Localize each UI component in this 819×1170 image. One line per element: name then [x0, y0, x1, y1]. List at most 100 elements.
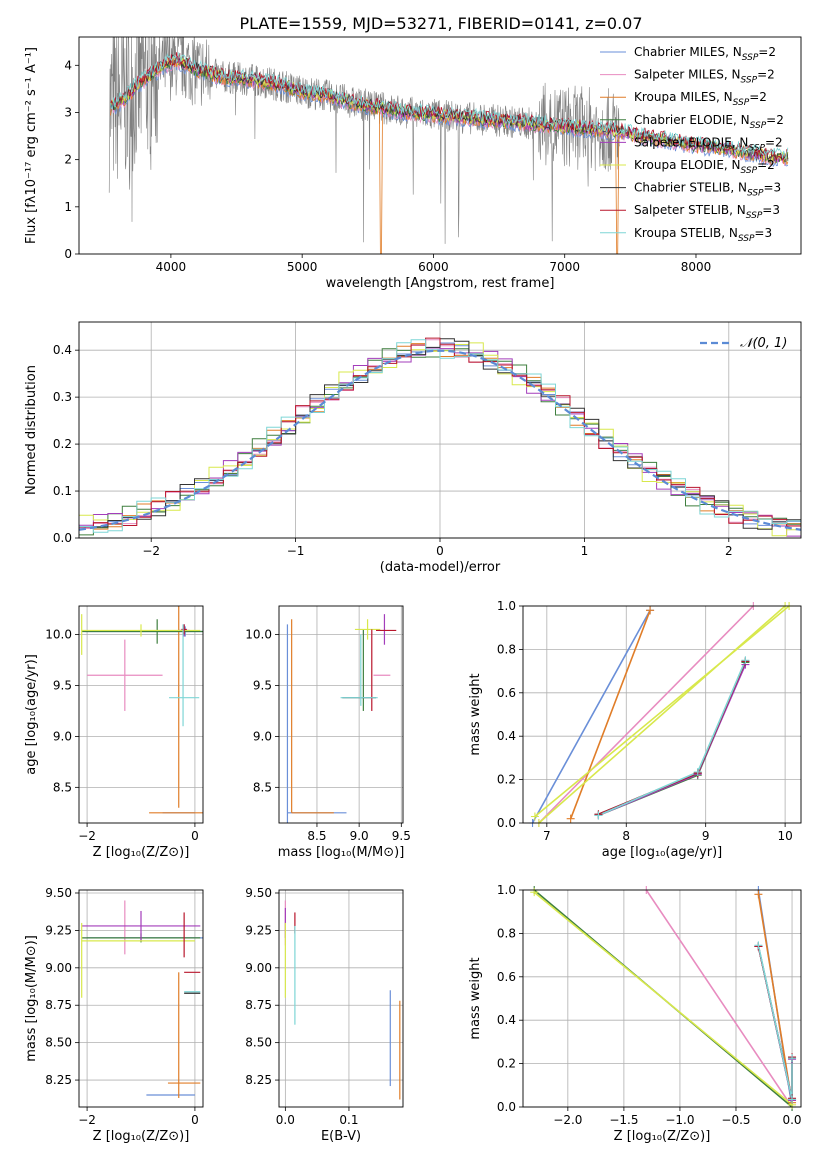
histogram-legend: 𝒩(0, 1): [700, 336, 787, 351]
y-tick-label: 0.4: [497, 729, 516, 743]
x-tick-label: 7: [543, 829, 551, 843]
x-axis-label: E(B-V): [321, 1129, 361, 1144]
legend-text: Chabrier MILES, N: [634, 45, 742, 59]
x-axis-label: age [log₁₀(age/yr)]: [602, 845, 723, 860]
y-tick-label: 3: [64, 105, 72, 119]
y-tick-label: 4: [64, 58, 72, 72]
massweight-vs-Z-axes: −2.0 −1.5 −1.0 −0.5 0.0 0.0 0.2 0.4 0.6 0.8 1.0 Z […: [468, 883, 802, 1144]
x-tick-label: 0.1: [339, 1113, 358, 1127]
mass-vs-EBV-axes: 0.0 0.1 8.25 8.50 8.75 9.00 9.25 9.50 E(B-V): [245, 886, 404, 1144]
y-tick-label: 0.4: [497, 1013, 516, 1027]
x-tick-label: −2: [142, 544, 160, 558]
mass-weight-line: [534, 606, 790, 818]
y-tick-label: 0.4: [53, 343, 72, 357]
mass-weight-line: [538, 606, 786, 823]
y-tick-label: 8.75: [245, 998, 272, 1012]
x-axis-label: wavelength [Angstrom, rest frame]: [326, 276, 555, 291]
figure-title: PLATE=1559, MJD=53271, FIBERID=0141, z=0…: [239, 14, 642, 33]
x-axis-label: (data-model)/error: [380, 560, 501, 575]
plus-marker: [594, 811, 603, 820]
x-tick-label: 0: [191, 1113, 199, 1127]
mass-weight-line: [598, 660, 747, 816]
legend-text: =2: [765, 135, 783, 149]
x-tick-label: 8: [622, 829, 630, 843]
legend-text: =3: [764, 181, 782, 195]
y-tick-label: 9.50: [245, 886, 272, 900]
legend-subscript: SSP: [742, 53, 759, 63]
histogram-step: [79, 347, 801, 537]
plus-marker: [788, 1054, 797, 1063]
x-tick-label: 8000: [681, 260, 712, 274]
y-tick-label: 8.25: [245, 1073, 272, 1087]
y-axis-label: mass weight: [468, 957, 483, 1039]
x-tick-label: 0.0: [276, 1113, 295, 1127]
legend-text: Kroupa MILES, N: [634, 90, 733, 104]
age-vs-mass-plot-area: [286, 614, 397, 823]
y-tick-label: 8.5: [253, 780, 272, 794]
age-vs-mass-axes: 8.5 9.0 9.5 8.5 9.0 9.5 10.0 mass [log₁₀(M/M⊙)]: [245, 605, 411, 860]
legend-text: Salpeter STELIB, N: [634, 203, 746, 217]
legend-subscript: SSP: [741, 76, 758, 86]
massweight-vs-Z-frame: [522, 889, 802, 1108]
error-bar-point: [81, 619, 203, 644]
x-tick-label: −2.0: [553, 1113, 582, 1127]
y-tick-label: 10.0: [245, 628, 272, 642]
y-tick-label: 9.25: [45, 923, 72, 937]
x-tick-label: 8.5: [307, 829, 326, 843]
y-tick-label: 1.0: [497, 599, 516, 613]
x-tick-label: −0.5: [721, 1113, 750, 1127]
error-bar-point: [87, 639, 163, 711]
x-tick-label: −1: [287, 544, 305, 558]
mass-weight-line: [757, 945, 793, 1100]
legend-entry: Salpeter ELODIE, NSSP=2: [634, 135, 783, 153]
massweight-vs-age-axes: 7 8 9 10 0.0 0.2 0.4 0.6 0.8 1.0 age [log₁₀(age/yr…: [468, 599, 802, 860]
x-axis-label: Z [log₁₀(Z/Z⊙)]: [93, 1129, 190, 1144]
x-tick-label: −2: [78, 829, 96, 843]
y-tick-label: 0.6: [497, 970, 516, 984]
mass-weight-line: [598, 659, 747, 817]
y-tick-label: 0.0: [497, 1100, 516, 1114]
plus-marker: [530, 888, 539, 897]
error-bar-point: [81, 624, 201, 637]
y-tick-label: 10.0: [45, 628, 72, 642]
mass-weight-line: [598, 660, 747, 816]
mass-vs-EBV-frame: [278, 889, 404, 1108]
massweight-vs-age-frame: [522, 605, 802, 824]
x-tick-label: 6000: [418, 260, 449, 274]
legend-text: =3: [754, 226, 772, 240]
mass-weight-line: [569, 610, 651, 819]
legend-text: Kroupa STELIB, N: [634, 226, 738, 240]
legend-entry: 𝒩(0, 1): [740, 336, 787, 351]
legend-entry: Salpeter MILES, NSSP=2: [634, 68, 775, 86]
mass-vs-EBV-plot-area: [284, 900, 401, 1100]
y-tick-label: 0.2: [53, 437, 72, 451]
y-axis-label: age [log₁₀(age/yr)]: [24, 654, 39, 775]
age-vs-Z-frame: [78, 605, 204, 824]
y-tick-label: 8.50: [45, 1036, 72, 1050]
y-tick-label: 1: [64, 200, 72, 214]
mass-weight-line: [598, 662, 747, 817]
x-axis-label: Z [log₁₀(Z/Z⊙)]: [614, 1129, 711, 1144]
legend-text: =2: [757, 158, 775, 172]
legend-text: Chabrier STELIB, N: [634, 181, 747, 195]
mass-vs-Z-plot-area: [81, 900, 203, 1099]
legend-subscript: SSP: [747, 189, 764, 199]
legend-entry: Kroupa STELIB, NSSP=3: [634, 226, 772, 244]
legend-subscript: SSP: [748, 143, 765, 153]
legend-text: Kroupa ELODIE, N: [634, 158, 741, 172]
model-spectrum-line: [110, 57, 789, 254]
model-spectrum-line: [110, 51, 789, 160]
x-tick-label: 10: [777, 829, 792, 843]
y-tick-label: 0.6: [497, 686, 516, 700]
spectrum-frame: [78, 36, 802, 255]
mass-vs-Z-frame: [78, 889, 204, 1108]
spectrum-plot-area: [108, 37, 789, 254]
mass-weight-line: [757, 894, 793, 1103]
massweight-vs-Z-plot-area: [533, 890, 793, 1107]
y-axis-label: Normed distribution: [24, 365, 39, 495]
x-tick-label: 4000: [156, 260, 187, 274]
age-vs-Z-plot-area: [81, 606, 203, 814]
x-tick-label: −1.5: [609, 1113, 638, 1127]
legend-text: Chabrier ELODIE, N: [634, 113, 750, 127]
x-axis-label: Z [log₁₀(Z/Z⊙)]: [93, 845, 190, 860]
